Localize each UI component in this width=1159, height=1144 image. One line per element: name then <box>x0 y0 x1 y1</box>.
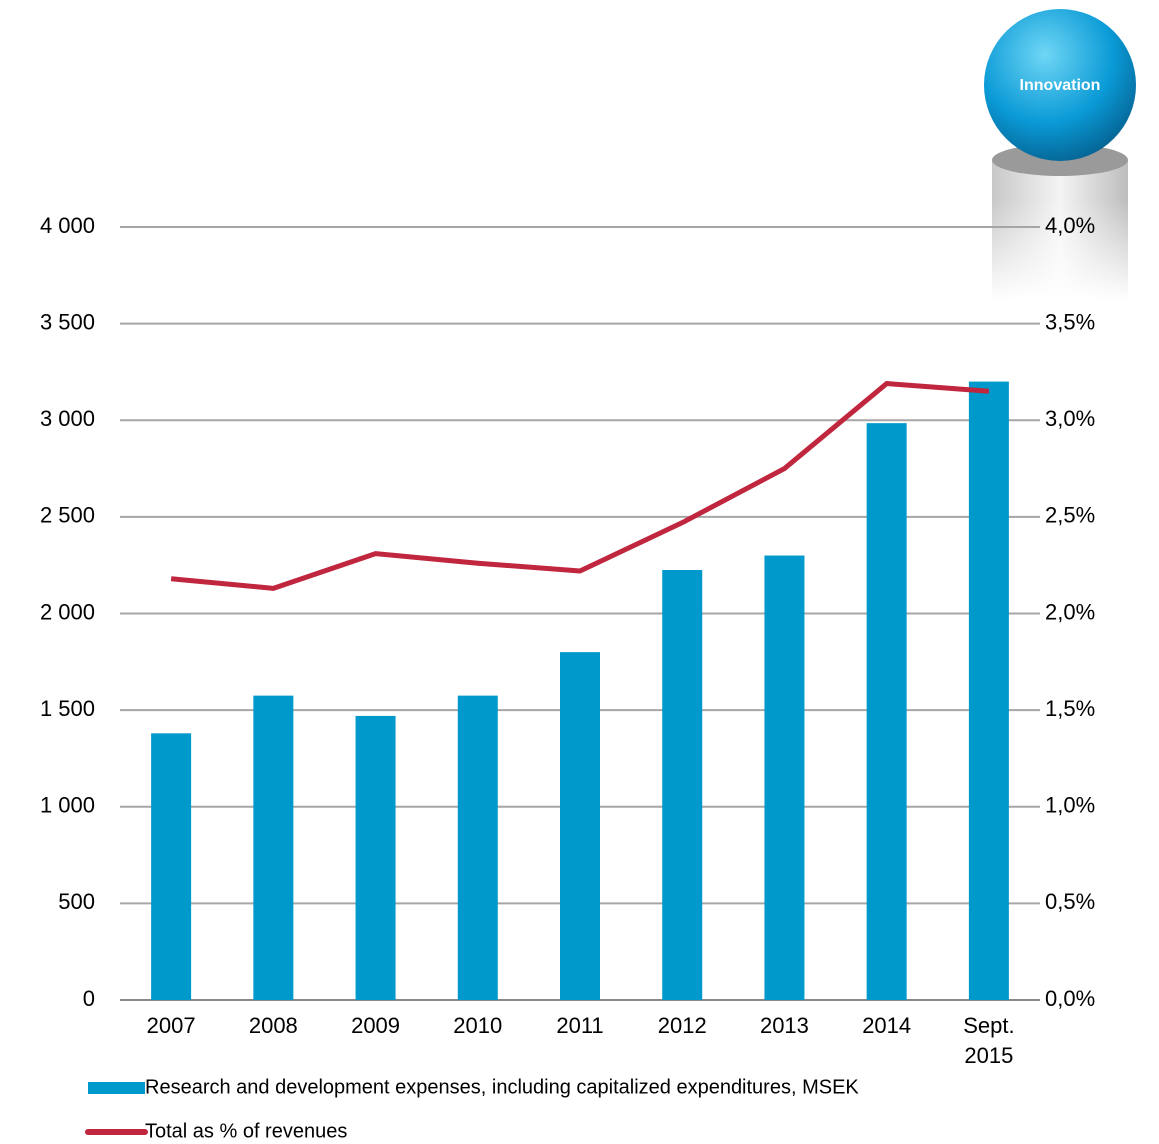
y2-tick-label: 0,0% <box>1045 986 1095 1011</box>
chart: Innovation 0 500 1 000 1 500 2 000 2 500 3 000… <box>0 0 1159 1144</box>
x-tick-label: 2012 <box>658 1013 707 1038</box>
y-tick-label: 4 000 <box>40 213 95 238</box>
y-tick-label: 3 000 <box>40 406 95 431</box>
y2-tick-label: 2,0% <box>1045 599 1095 624</box>
bar <box>253 696 293 1000</box>
x-tick-label: 2009 <box>351 1013 400 1038</box>
y2-tick-label: 2,5% <box>1045 503 1095 528</box>
legend-swatch <box>88 1082 145 1094</box>
x-tick-label: Sept.2015 <box>963 1013 1014 1068</box>
x-tick-label: 2008 <box>249 1013 298 1038</box>
line <box>171 384 989 589</box>
legend-label: Research and development expenses, inclu… <box>145 1076 859 1098</box>
y-tick-label: 2 000 <box>40 599 95 624</box>
badge: Innovation <box>984 9 1136 300</box>
y2-tick-label: 4,0% <box>1045 213 1095 238</box>
y-tick-label: 0 <box>83 986 95 1011</box>
x-tick-label: 2014 <box>862 1013 911 1038</box>
bar <box>560 652 600 1000</box>
bar <box>969 382 1009 1000</box>
y2-tick-label: 1,5% <box>1045 696 1095 721</box>
x-tick-label: 2013 <box>760 1013 809 1038</box>
y-tick-label: 2 500 <box>40 503 95 528</box>
y-tick-label: 500 <box>58 889 95 914</box>
y2-tick-label: 0,5% <box>1045 889 1095 914</box>
y-tick-label: 1 000 <box>40 793 95 818</box>
y2-tick-label: 3,5% <box>1045 309 1095 334</box>
bar <box>458 696 498 1000</box>
y2-tick-label: 3,0% <box>1045 406 1095 431</box>
legend-label: Total as % of revenues <box>145 1120 347 1142</box>
x-tick-label: 2010 <box>453 1013 502 1038</box>
bar <box>151 733 191 1000</box>
bar <box>662 570 702 1000</box>
y2-tick-label: 1,0% <box>1045 793 1095 818</box>
bar <box>356 716 396 1000</box>
y-tick-label: 1 500 <box>40 696 95 721</box>
bar <box>764 556 804 1000</box>
x-tick-label: 2011 <box>556 1013 603 1038</box>
x-tick-label: 2007 <box>147 1013 196 1038</box>
y-tick-label: 3 500 <box>40 309 95 334</box>
badge-label: Innovation <box>1020 77 1101 94</box>
bar <box>867 423 907 1000</box>
